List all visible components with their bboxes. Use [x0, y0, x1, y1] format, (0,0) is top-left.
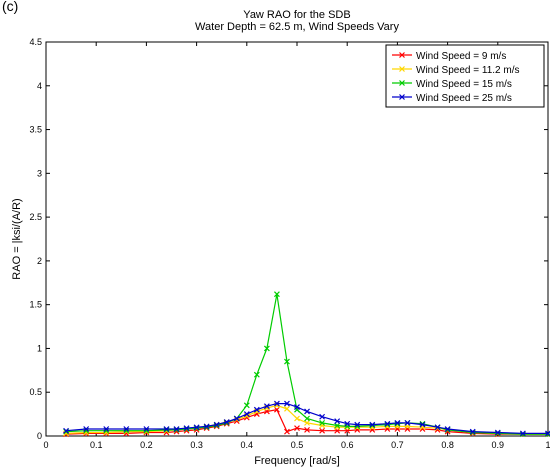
legend: Wind Speed = 9 m/s Wind Speed = 11.2 m/s W… [386, 45, 544, 107]
x-axis-label: Frequency [rad/s] [254, 455, 340, 467]
x-tick-label: 0.8 [441, 440, 454, 450]
y-tick-label: 3.5 [29, 125, 42, 135]
y-tick-label: 0 [37, 431, 42, 441]
y-tick-label: 1 [37, 343, 42, 353]
y-tick-label: 2 [37, 256, 42, 266]
legend-label: Wind Speed = 15 m/s [416, 79, 512, 90]
chart-subtitle: Water Depth = 62.5 m, Wind Speeds Vary [195, 21, 399, 33]
x-tick-label: 0.3 [190, 440, 203, 450]
y-tick-label: 4.5 [29, 37, 42, 47]
y-tick-label: 0.5 [29, 387, 42, 397]
x-tick-label: 0.6 [341, 440, 354, 450]
x-tick-label: 0.1 [90, 440, 103, 450]
legend-label: Wind Speed = 9 m/s [416, 51, 506, 62]
panel-label: (c) [2, 0, 18, 14]
y-axis-label: RAO = |ksi/(A/R) [11, 198, 23, 279]
y-tick-label: 3 [37, 168, 42, 178]
x-tick-label: 0.5 [291, 440, 304, 450]
y-tick-label: 4 [37, 81, 42, 91]
x-tick-label: 0 [43, 440, 48, 450]
legend-label: Wind Speed = 25 m/s [416, 93, 512, 104]
y-tick-label: 1.5 [29, 300, 42, 310]
x-tick-label: 0.7 [391, 440, 404, 450]
x-tick-label: 0.2 [140, 440, 153, 450]
x-tick-label: 0.4 [241, 440, 254, 450]
chart-title: Yaw RAO for the SDB [243, 9, 350, 21]
legend-label: Wind Speed = 11.2 m/s [416, 65, 519, 76]
x-tick-label: 0.9 [492, 440, 505, 450]
x-tick-label: 1 [545, 440, 550, 450]
y-tick-label: 2.5 [29, 212, 42, 222]
